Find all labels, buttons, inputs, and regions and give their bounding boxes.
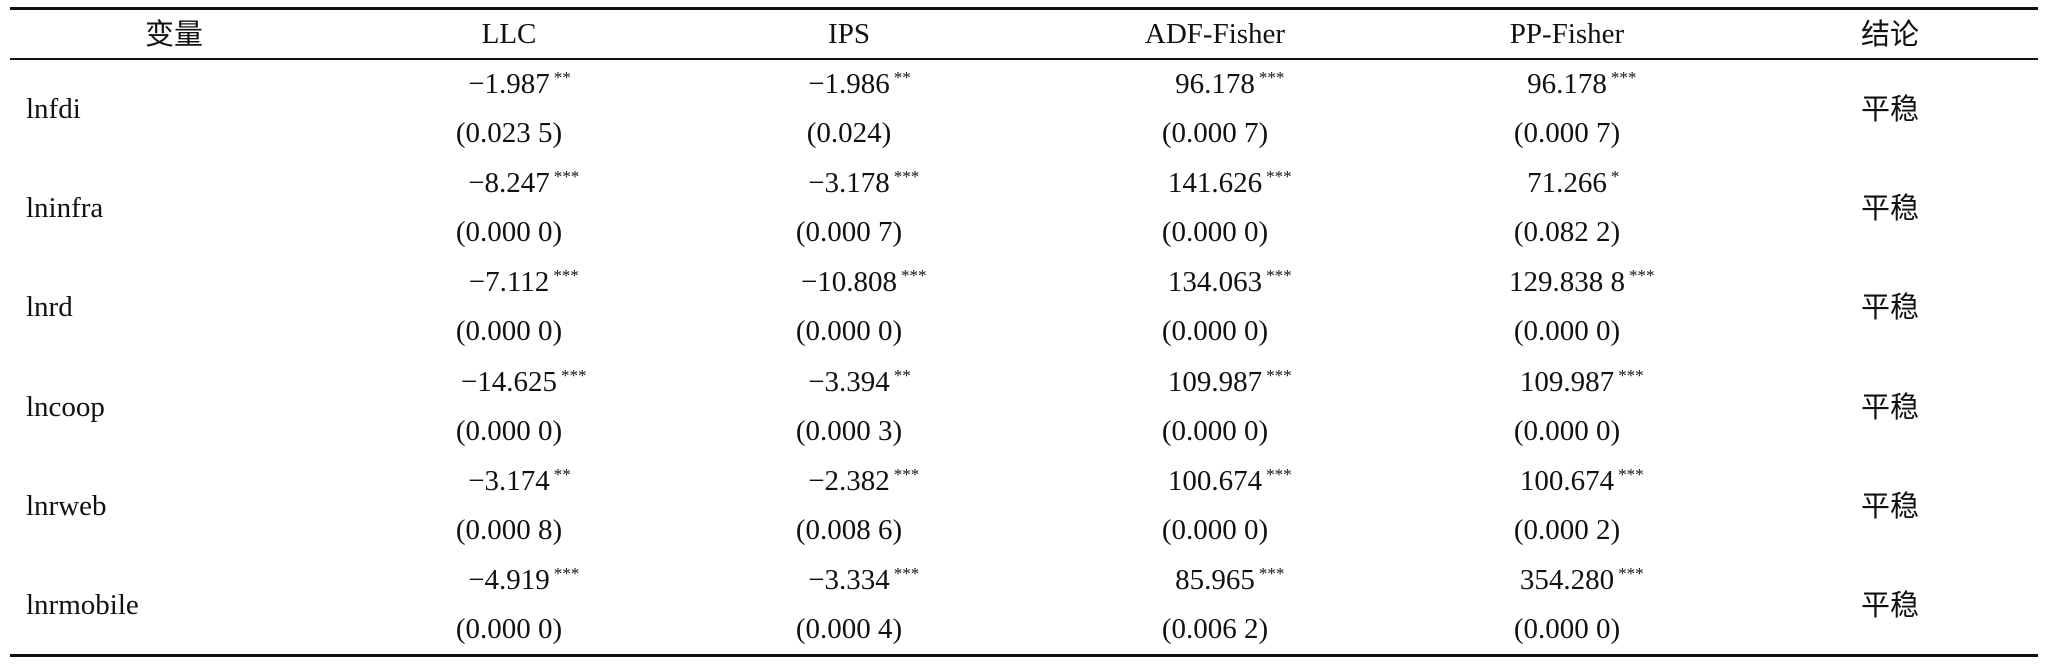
p-value: (0.000 2) [1513,513,1621,546]
p-value: (0.000 7) [795,216,903,249]
statistic: −14.625 *** [461,365,587,399]
significance-stars: * [1610,167,1620,187]
statistic: 85.965 *** [1175,563,1284,597]
statistic: 96.178 *** [1527,67,1636,101]
bottom-rule [10,654,2038,657]
statistic: 100.674 *** [1520,464,1644,498]
significance-stars: ** [553,464,571,484]
variable-name: lnrmobile [26,589,139,621]
p-value: (0.082 2) [1513,216,1621,249]
significance-stars: *** [1618,464,1644,484]
p-value: (0.024) [806,117,892,149]
significance-stars: *** [893,564,920,583]
significance-stars: ** [893,68,911,87]
p-value: (0.000 0) [455,414,563,447]
variable-name: lnrweb [26,489,107,522]
statistic: 141.626 *** [1168,166,1292,200]
statistic: −3.174 ** [468,464,571,498]
p-value: (0.000 0) [795,315,903,348]
significance-stars: *** [553,266,579,286]
variable-name: lnfdi [26,93,81,125]
significance-stars: *** [1266,167,1292,187]
conclusion: 平稳 [1860,488,1920,523]
statistic: −10.808 *** [801,265,927,299]
p-value: (0.000 0) [1513,414,1621,447]
header-cell: IPS [828,18,870,50]
conclusion: 平稳 [1860,588,1920,622]
statistic: −3.394 ** [808,365,911,399]
variable-name: lnrd [26,291,73,324]
p-value: (0.000 0) [1513,315,1621,348]
statistic: 109.987 *** [1520,365,1644,399]
p-value: (0.000 7) [1161,117,1269,149]
significance-stars: *** [893,464,920,484]
significance-stars: *** [553,564,580,583]
statistic: 354.280 *** [1520,563,1644,597]
statistic: 96.178 *** [1175,67,1284,101]
p-value: (0.000 8) [455,513,563,546]
significance-stars: *** [1266,464,1292,484]
statistic: −7.112 *** [469,265,579,299]
statistic: −3.334 *** [808,563,919,597]
statistic: −2.382 *** [808,464,919,498]
p-value: (0.023 5) [455,117,563,149]
header-cell: 结论 [1860,17,1920,51]
p-value: (0.000 0) [1513,613,1621,645]
conclusion: 平稳 [1860,290,1920,325]
significance-stars: *** [1258,68,1285,87]
variable-name: lncoop [26,390,105,423]
statistic: 129.838 8 *** [1509,265,1655,299]
significance-stars: *** [553,167,580,187]
significance-stars: *** [1610,68,1637,87]
top-rule [10,7,2038,10]
p-value: (0.000 0) [1161,513,1269,546]
header-cell: 变量 [144,17,204,51]
p-value: (0.000 3) [795,414,903,447]
significance-stars: *** [1629,266,1655,286]
header-rule [10,58,2038,60]
statistic: −8.247 *** [468,166,579,200]
significance-stars: *** [1266,365,1292,385]
p-value: (0.000 0) [1161,414,1269,447]
statistic: 109.987 *** [1168,365,1292,399]
statistic: 100.674 *** [1168,464,1292,498]
p-value: (0.000 0) [455,613,563,645]
significance-stars: *** [561,365,587,385]
p-value: (0.000 0) [455,216,563,249]
significance-stars: *** [1618,564,1644,583]
p-value: (0.000 0) [1161,315,1269,348]
p-value: (0.008 6) [795,513,903,546]
p-value: (0.000 0) [455,315,563,348]
p-value: (0.006 2) [1161,613,1269,645]
statistic: −1.987 ** [468,67,571,101]
p-value: (0.000 4) [795,613,903,645]
statistic: 134.063 *** [1168,265,1292,299]
significance-stars: *** [1266,266,1292,286]
conclusion: 平稳 [1860,191,1920,226]
significance-stars: *** [901,266,927,286]
header-cell: PP-Fisher [1509,18,1625,50]
header-cell: ADF-Fisher [1144,18,1286,50]
statistic: −1.986 ** [808,67,911,101]
p-value: (0.000 0) [1161,216,1269,249]
header-cell: LLC [481,18,537,50]
variable-name: lninfra [26,192,104,225]
significance-stars: *** [893,167,920,187]
significance-stars: *** [1258,564,1285,583]
statistic: −4.919 *** [468,563,579,597]
significance-stars: ** [553,68,571,87]
statistic: 71.266 * [1527,166,1619,200]
p-value: (0.000 7) [1513,117,1621,149]
statistic: −3.178 *** [808,166,919,200]
conclusion: 平稳 [1860,92,1920,126]
conclusion: 平稳 [1860,389,1920,424]
significance-stars: *** [1618,365,1644,385]
significance-stars: ** [893,365,911,385]
